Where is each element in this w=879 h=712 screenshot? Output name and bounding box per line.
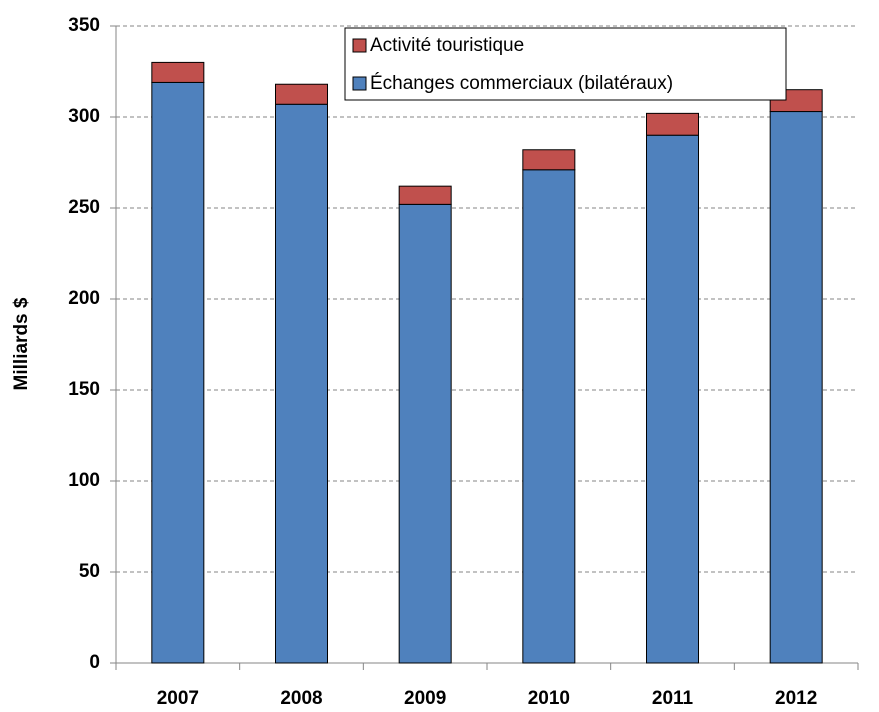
legend-box bbox=[344, 27, 787, 101]
y-tick-label: 0 bbox=[89, 652, 100, 673]
bar-segment bbox=[151, 81, 205, 664]
x-tick-label: 2007 bbox=[157, 688, 199, 709]
bar-segment bbox=[522, 169, 576, 664]
y-axis-label: Milliards $ bbox=[11, 297, 32, 390]
bar-segment bbox=[646, 112, 699, 136]
y-tick-label: 300 bbox=[68, 106, 100, 127]
bar-segment bbox=[275, 83, 328, 105]
bar-segment bbox=[275, 103, 328, 664]
x-tick-label: 2012 bbox=[775, 688, 817, 709]
y-tick-label: 250 bbox=[68, 197, 100, 218]
bar-segment bbox=[398, 203, 452, 664]
bar-segment bbox=[769, 111, 823, 664]
y-tick-label: 350 bbox=[68, 15, 100, 36]
x-tick-label: 2009 bbox=[404, 688, 446, 709]
y-tick-label: 150 bbox=[68, 379, 100, 400]
bar-segment bbox=[646, 134, 699, 664]
x-tick-label: 2011 bbox=[652, 688, 694, 709]
bar-segment bbox=[151, 61, 205, 83]
legend-label: Échanges commerciaux (bilatéraux) bbox=[370, 73, 673, 94]
y-tick-label: 50 bbox=[79, 561, 100, 582]
legend-label: Activité touristique bbox=[370, 35, 524, 56]
bar-segment bbox=[522, 149, 576, 171]
legend-swatch bbox=[352, 76, 367, 91]
x-tick-label: 2008 bbox=[280, 688, 322, 709]
bar-segment bbox=[398, 185, 452, 205]
y-tick-label: 200 bbox=[68, 288, 100, 309]
x-tick-label: 2010 bbox=[528, 688, 570, 709]
legend-swatch bbox=[352, 38, 367, 53]
y-tick-label: 100 bbox=[68, 470, 100, 491]
